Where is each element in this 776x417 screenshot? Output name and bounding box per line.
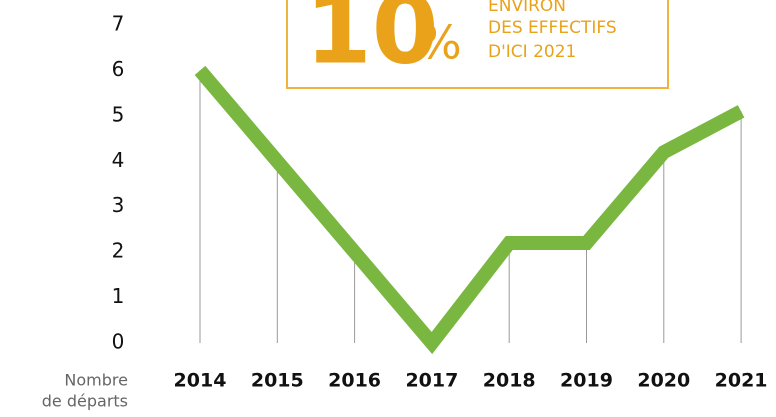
x-tick-label: 2014: [174, 370, 227, 392]
y-tick-label: 4: [112, 148, 125, 172]
data-line: [194, 65, 745, 355]
annotation-line: DES EFFECTIFS: [488, 18, 617, 38]
axis-label: Nombre: [64, 371, 128, 390]
annotation-number: 10: [305, 0, 439, 85]
annotation-box: [286, 0, 669, 89]
y-tick-label: 7: [112, 12, 125, 36]
x-tick-label: 2018: [483, 370, 536, 392]
y-tick-label: 1: [112, 284, 125, 308]
axis-label: de départs: [42, 392, 128, 411]
y-tick-label: 3: [112, 193, 125, 217]
y-tick-label: 0: [112, 330, 125, 354]
y-tick-label: 2: [112, 239, 125, 263]
annotation-unit: %: [418, 16, 462, 70]
annotation-line: ENVIRON: [488, 0, 566, 16]
annotation-line: D'ICI 2021: [488, 42, 576, 62]
x-tick-label: 2015: [251, 370, 304, 392]
y-tick-label: 6: [112, 57, 125, 81]
y-tick-label: 5: [112, 102, 125, 126]
x-tick-label: 2017: [405, 370, 458, 392]
x-tick-label: 2021: [715, 370, 768, 392]
x-tick-label: 2016: [328, 370, 381, 392]
x-tick-label: 2019: [560, 370, 613, 392]
x-tick-label: 2020: [637, 370, 690, 392]
